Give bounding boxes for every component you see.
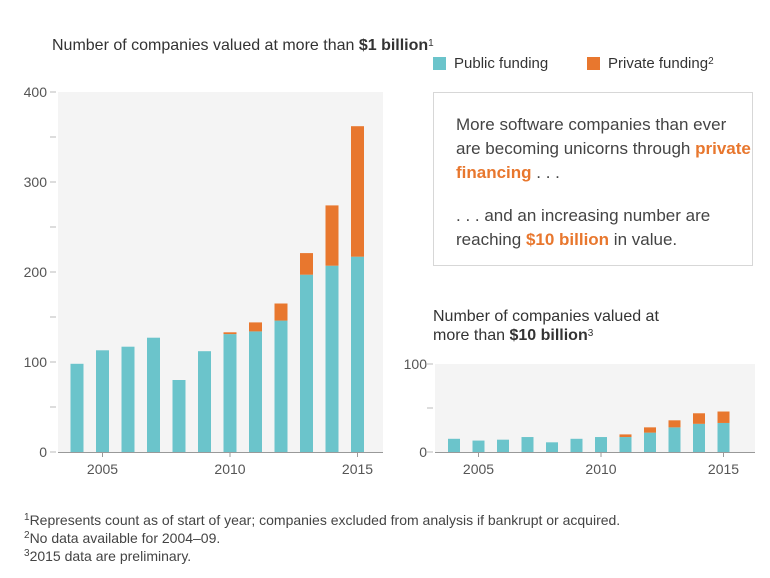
- main-chart-title-sup: 1: [428, 38, 434, 49]
- bar-private-2011: [249, 322, 262, 332]
- legend-private: Private funding 2: [587, 55, 714, 72]
- bar-public-2004: [70, 363, 84, 452]
- y-tick-label: 100: [24, 354, 48, 370]
- small-chart: 0 100 2005 2010 2015: [404, 356, 755, 477]
- bar-public-2006: [497, 439, 509, 452]
- y-tick-label: 0: [419, 444, 427, 460]
- bar-public-2012: [274, 320, 288, 452]
- x-tick-label: 2015: [708, 461, 739, 477]
- main-chart-title-text: Number of companies valued at more than: [52, 37, 359, 54]
- bar-public-2015: [717, 422, 730, 452]
- footnote-1-sup: 1: [24, 512, 30, 523]
- legend-private-swatch: [587, 57, 600, 70]
- y-tick-label: 200: [24, 264, 48, 280]
- footnote-1: 1Represents count as of start of year; c…: [24, 511, 620, 529]
- x-tick-label: 2005: [87, 461, 118, 477]
- x-tick-label: 2010: [214, 461, 245, 477]
- bar-public-2008: [546, 442, 558, 452]
- callout-highlight-private-financing: private financing: [456, 139, 751, 182]
- bar-public-2012: [644, 432, 656, 452]
- legend-public-swatch: [433, 57, 446, 70]
- bar-public-2013: [668, 427, 681, 452]
- footnote-1-text: Represents count as of start of year; co…: [29, 512, 621, 528]
- small-chart-title-text: Number of companies valued at more than: [433, 308, 659, 344]
- footnote-3: 32015 data are preliminary.: [24, 547, 620, 565]
- bar-private-2010: [223, 332, 237, 335]
- bar-public-2015: [351, 256, 364, 452]
- footnote-2: 2No data available for 2004–09.: [24, 529, 620, 547]
- callout-line-1: More software companies than ever are be…: [456, 113, 752, 185]
- footnote-3-text: 2015 data are preliminary.: [29, 548, 192, 564]
- bar-private-2013: [300, 253, 313, 275]
- callout-line-1-text: More software companies than ever are be…: [456, 115, 727, 158]
- footnotes: 1Represents count as of start of year; c…: [24, 511, 620, 565]
- footnote-3-sup: 3: [24, 548, 30, 559]
- footnote-2-sup: 2: [24, 530, 30, 541]
- y-tick-label: 300: [24, 174, 48, 190]
- bar-private-2011: [619, 434, 632, 438]
- bar-public-2014: [693, 423, 705, 452]
- bar-private-2015: [351, 126, 364, 257]
- x-tick-label: 2005: [463, 461, 494, 477]
- small-chart-title-sup: 3: [587, 328, 594, 339]
- bar-public-2007: [147, 337, 160, 452]
- bar-public-2013: [300, 274, 313, 452]
- y-tick-label: 0: [39, 444, 47, 460]
- main-chart-title: Number of companies valued at more than …: [52, 36, 434, 55]
- bar-public-2010: [595, 437, 607, 452]
- bar-public-2014: [325, 265, 339, 452]
- callout-line-2-end: in value.: [609, 230, 678, 249]
- x-tick-label: 2010: [585, 461, 616, 477]
- bar-public-2009: [198, 351, 211, 452]
- bar-public-2010: [223, 334, 237, 452]
- callout-box: More software companies than ever are be…: [433, 92, 753, 266]
- legend-public: Public funding: [433, 55, 548, 72]
- main-chart-title-bold: $1 billion: [358, 37, 429, 54]
- footnote-2-text: No data available for 2004–09.: [29, 530, 221, 546]
- bar-public-2005: [96, 350, 109, 452]
- bar-public-2011: [619, 437, 632, 452]
- x-tick-label: 2015: [342, 461, 373, 477]
- callout-line-2: . . . and an increasing number are reach…: [456, 204, 752, 252]
- bar-public-2008: [172, 380, 186, 452]
- bar-public-2007: [521, 437, 534, 452]
- bar-private-2012: [644, 427, 656, 433]
- small-chart-title: Number of companies valued at more than …: [433, 307, 673, 345]
- bar-private-2013: [668, 420, 681, 428]
- bar-private-2014: [693, 413, 705, 424]
- main-chart: 0 100 200 300 400 2005 2010 2015: [24, 84, 383, 477]
- y-tick-label: 100: [404, 356, 428, 372]
- small-chart-title-bold: $10 billion: [509, 327, 588, 344]
- legend-private-label: Private funding: [608, 55, 709, 72]
- legend-public-label: Public funding: [454, 55, 549, 72]
- callout-highlight-10-billion: $10 billion: [525, 230, 610, 249]
- y-tick-label: 400: [24, 84, 48, 100]
- bar-private-2014: [325, 205, 339, 266]
- bar-public-2005: [472, 440, 485, 452]
- bar-public-2004: [448, 438, 460, 452]
- callout-line-1-ellipsis: . . .: [531, 163, 560, 182]
- bar-public-2011: [249, 331, 262, 452]
- callout-line-2-text: . . . and an increasing number are reach…: [456, 206, 711, 249]
- bar-public-2009: [570, 438, 583, 452]
- bar-public-2006: [121, 346, 135, 452]
- legend-private-sup: 2: [708, 56, 714, 67]
- bar-private-2012: [274, 303, 288, 321]
- bar-private-2015: [717, 411, 730, 423]
